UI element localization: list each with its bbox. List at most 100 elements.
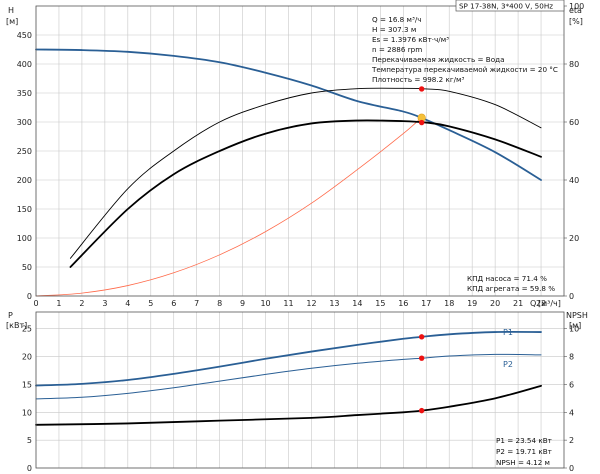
info-line: Es = 1.3976 кВт·ч/м³ (372, 35, 449, 44)
y-tick-label: 25 (22, 325, 32, 334)
x-tick-label: 11 (283, 299, 293, 308)
x-tick-label: 14 (352, 299, 362, 308)
power-line: P2 = 19.71 кВт (496, 447, 552, 456)
top-plot-frame (35, 5, 565, 297)
info-line: n = 2886 rpm (372, 45, 422, 54)
top-grid (35, 6, 564, 297)
series-npsh-line (35, 384, 542, 426)
efficiency-line: КПД агрегата = 59.8 % (467, 284, 555, 293)
efficiency-info: КПД насоса = 71.4 % КПД агрегата = 59.8 … (467, 274, 555, 293)
bottom-plot-frame (35, 311, 565, 469)
pump-model-title: SP 17-38N, 3*400 V, 50Hz (459, 2, 553, 11)
top-points (417, 86, 426, 126)
x-tick-label: 21 (513, 299, 523, 308)
duty-point-npsh (418, 407, 425, 414)
power-line: P1 = 23.54 кВт (496, 436, 552, 445)
title-box (455, 0, 565, 12)
y-tick-label: 150 (17, 205, 32, 214)
y-tick-label: 0 (27, 464, 32, 473)
x-tick-label: 20 (490, 299, 500, 308)
p-axis-unit: [кВт] (6, 321, 27, 330)
x-tick-label: 1 (56, 299, 61, 308)
h-axis-unit: [м] (6, 17, 18, 26)
y-tick-label: 10 (22, 408, 32, 417)
power-line: NPSH = 4.12 м (496, 458, 550, 467)
x-tick-label: 12 (306, 299, 316, 308)
bottom-points (418, 334, 425, 414)
y2-tick-label: 60 (569, 118, 579, 127)
y-tick-label: 300 (17, 118, 32, 127)
y-tick-label: 450 (17, 31, 32, 40)
power-info: P1 = 23.54 кВт P2 = 19.71 кВт NPSH = 4.1… (496, 436, 552, 467)
x-tick-label: 5 (148, 299, 153, 308)
series-eta-pump-line (69, 87, 542, 259)
y2-tick-label: 40 (569, 176, 579, 185)
x-tick-label: 22 (536, 299, 546, 308)
info-line: Q = 16.8 м³/ч (372, 15, 422, 24)
bottom-panel: 0 5 10 15 20 25 0 2 4 6 8 10 (22, 311, 579, 473)
series-eta-unit-line (69, 119, 542, 268)
y2-tick-label: 10 (569, 325, 579, 334)
p1-series-label: P1 (503, 328, 513, 337)
x-tick-label: 3 (102, 299, 107, 308)
x-tick-label: 7 (194, 299, 199, 308)
bottom-axis-labels: 0 5 10 15 20 25 0 2 4 6 8 10 (22, 325, 579, 473)
h-axis-label: H (8, 6, 14, 15)
efficiency-line: КПД насоса = 71.4 % (467, 274, 547, 283)
y2-tick-label: 2 (569, 436, 574, 445)
duty-point-info: Q = 16.8 м³/ч H = 307.3 м Es = 1.3976 кВ… (371, 15, 558, 84)
series-p1-line (35, 330, 542, 387)
x-tick-label: 18 (444, 299, 454, 308)
duty-point-eta-unit (418, 119, 425, 126)
y2-tick-label: 20 (569, 234, 579, 243)
y2-tick-label: 80 (569, 60, 579, 69)
bottom-grid (35, 312, 564, 469)
y2-tick-label: 6 (569, 380, 574, 389)
x-tick-label: 17 (421, 299, 431, 308)
x-tick-label: 6 (171, 299, 176, 308)
y-tick-label: 200 (17, 176, 32, 185)
x-tick-label: 8 (217, 299, 222, 308)
y-tick-label: 250 (17, 147, 32, 156)
y-tick-label: 400 (17, 60, 32, 69)
info-line: Перекачиваемая жидкость = Вода (372, 55, 505, 64)
y2-tick-label: 100 (569, 2, 584, 11)
duty-point-p2 (418, 355, 425, 361)
duty-point-eta-pump (418, 86, 425, 92)
x-tick-label: 10 (260, 299, 270, 308)
x-tick-label: 2 (79, 299, 84, 308)
duty-point-p1 (418, 334, 425, 340)
y-tick-label: 5 (27, 436, 32, 445)
y-tick-label: 100 (17, 234, 32, 243)
info-line: H = 307.3 м (372, 25, 416, 34)
y2-tick-label: 0 (569, 464, 574, 473)
eta-axis-label: eta (569, 6, 582, 15)
eta-axis-unit: [%] (569, 17, 583, 26)
y-tick-label: 20 (22, 353, 32, 362)
bottom-series (35, 330, 542, 426)
x-tick-label: 13 (329, 299, 339, 308)
y-tick-label: 350 (17, 89, 32, 98)
series-p2-line (35, 353, 542, 400)
x-tick-label: 4 (125, 299, 130, 308)
y-tick-label: 15 (22, 380, 32, 389)
q-axis-label: Q (530, 299, 536, 308)
x-tick-label: 15 (375, 299, 385, 308)
x-tick-label: 19 (467, 299, 477, 308)
npsh-axis-label: NPSH (566, 311, 588, 320)
top-series (35, 48, 542, 297)
top-axis-labels: 0 1 2 3 4 5 6 7 8 9 10 11 12 13 14 15 16 17 18 19 20 21 220501… (17, 2, 585, 308)
y-tick-label: 0 (27, 292, 32, 301)
top-panel: 0 1 2 3 4 5 6 7 8 9 10 11 12 13 14 15 16 17 18 19 20 21 220501… (17, 2, 585, 308)
q-axis-unit: [м³/ч] (538, 299, 561, 308)
x-tick-label: 16 (398, 299, 408, 308)
series-system-line (35, 116, 423, 297)
x-tick-label: 9 (240, 299, 245, 308)
info-line: Температура перекачиваемой жидкости = 20… (371, 65, 558, 74)
info-line: Плотность = 998.2 кг/м³ (372, 75, 464, 84)
npsh-axis-unit: [м] (569, 321, 581, 330)
p-axis-label: P (8, 311, 13, 320)
p2-series-label: P2 (503, 360, 513, 369)
series-h-line (35, 48, 542, 181)
y-tick-label: 50 (22, 263, 32, 272)
